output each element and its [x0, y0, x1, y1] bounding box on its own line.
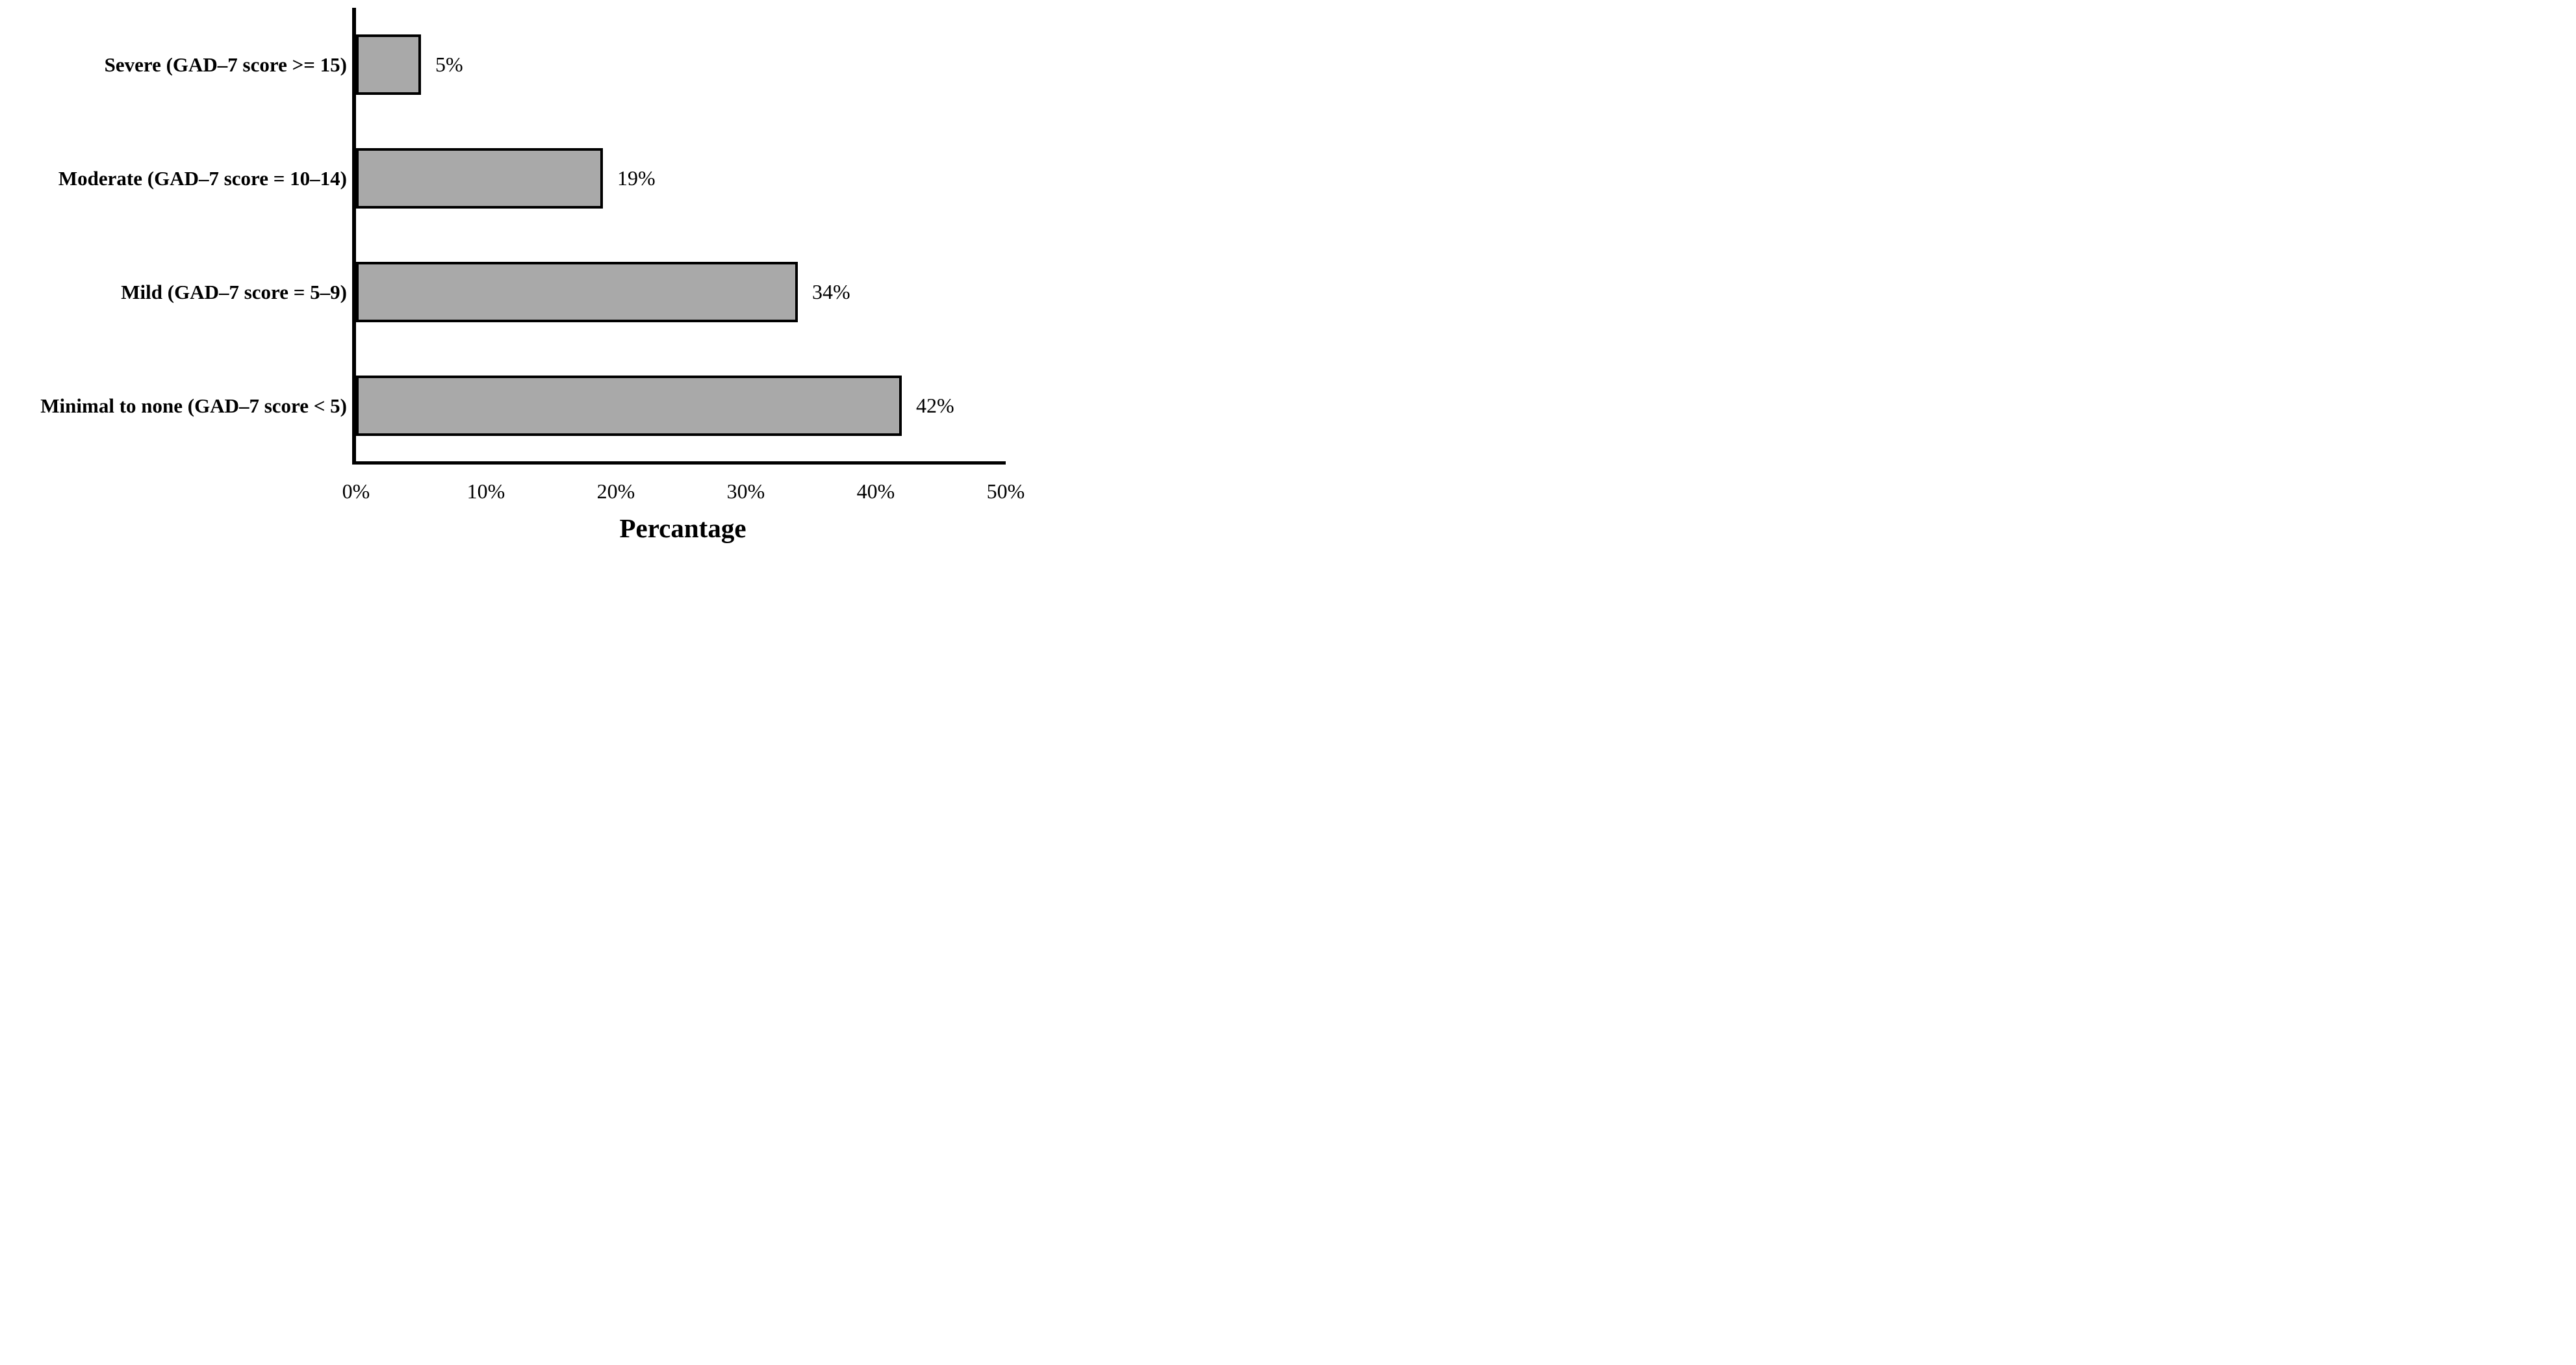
bar-chart: Severe (GAD–7 score >= 15) Moderate (GAD–…: [0, 0, 1030, 546]
x-axis-title: Percantage: [619, 513, 746, 543]
bar: [356, 34, 421, 95]
x-tick-label: 50%: [986, 479, 1025, 503]
bar: [356, 148, 603, 209]
category-label: Mild (GAD–7 score = 5–9): [121, 280, 347, 303]
bar: [356, 262, 798, 322]
x-tick-label: 40%: [856, 479, 895, 503]
x-tick-label: 10%: [466, 479, 505, 503]
category-label: Severe (GAD–7 score >= 15): [104, 53, 347, 76]
bar-value-label: 5%: [435, 53, 463, 76]
x-tick-label: 0%: [342, 479, 370, 503]
category-label: Moderate (GAD–7 score = 10–14): [58, 166, 347, 190]
bar-value-label: 19%: [617, 166, 656, 190]
x-tick-label: 20%: [596, 479, 635, 503]
bar-value-label: 34%: [812, 280, 850, 303]
bar: [356, 376, 902, 436]
category-label: Minimal to none (GAD–7 score < 5): [40, 394, 347, 417]
bar-value-label: 42%: [916, 394, 954, 417]
plot-area: [352, 8, 1006, 465]
x-tick-label: 30%: [726, 479, 765, 503]
